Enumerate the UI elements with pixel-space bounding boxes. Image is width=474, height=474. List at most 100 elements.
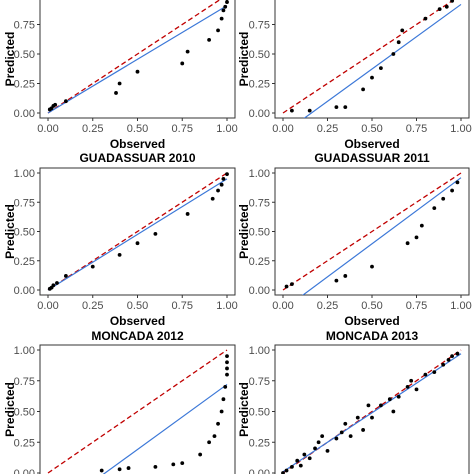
y-tick-label: 0.25 [249, 256, 270, 268]
x-tick-label: 0.25 [317, 123, 338, 135]
data-point [446, 357, 451, 362]
data-point [334, 105, 339, 109]
fit-line [47, 178, 228, 291]
data-point [423, 16, 428, 21]
data-point [216, 188, 220, 193]
data-point [185, 212, 190, 216]
data-point [216, 28, 220, 33]
data-point [414, 387, 419, 392]
y-tick-label: 0.50 [14, 407, 35, 419]
x-axis-title: Observed [344, 137, 399, 151]
data-point [339, 430, 344, 435]
y-tick-label: 1.00 [14, 345, 35, 357]
data-point [225, 372, 229, 377]
data-point [207, 440, 212, 445]
x-tick-label: 0.25 [317, 300, 338, 312]
data-point [450, 0, 454, 3]
data-point [284, 468, 289, 473]
data-point [391, 409, 396, 414]
panel-5: 0.00 0.25 0.50 0.75 1.00 Predicted MONCADA 201… [3, 329, 236, 474]
data-point [355, 415, 360, 420]
y-tick-label: 0.75 [14, 20, 35, 32]
data-point [455, 351, 460, 356]
data-point [64, 99, 68, 104]
y-tick-label: 0.00 [249, 468, 270, 474]
data-point [221, 397, 226, 402]
data-point [396, 394, 401, 399]
y-axis-title: Predicted [3, 32, 17, 87]
data-point [223, 385, 228, 389]
x-tick-label: 0.25 [82, 300, 103, 312]
x-tick-label: 0.50 [127, 300, 148, 312]
panel-4: 0.00 0.25 0.50 0.75 1.00 0.00 0.25 0.50 0.75 1.00… [237, 151, 472, 328]
data-point [450, 188, 454, 193]
data-point [153, 464, 158, 469]
panel-title: GUADASSUAR 2010 [79, 151, 195, 165]
data-point [307, 456, 312, 461]
y-tick-label: 0.00 [14, 108, 35, 120]
x-tick-label: 0.00 [37, 123, 58, 135]
data-point [198, 452, 203, 457]
x-axis-title: Observed [110, 314, 165, 328]
data-point [185, 49, 190, 54]
plot-area [281, 349, 462, 474]
y-tick-label: 0.75 [14, 197, 35, 209]
panel-title: MONCADA 2013 [326, 329, 419, 343]
plot-area [47, 349, 229, 474]
data-point [284, 284, 289, 289]
y-tick-label: 0.75 [249, 376, 270, 388]
x-tick-label: 1.00 [216, 300, 237, 312]
data-point [387, 397, 392, 402]
y-tick-label: 0.75 [249, 197, 270, 209]
y-axis-title: Predicted [237, 382, 251, 437]
data-point [379, 403, 383, 408]
data-point [313, 446, 317, 451]
plot-area [282, 0, 462, 118]
data-point [437, 7, 442, 12]
data-point [219, 182, 224, 187]
y-tick-label: 0.50 [14, 49, 35, 61]
data-point [414, 235, 419, 240]
plot-area [282, 172, 462, 295]
data-point [225, 172, 229, 177]
data-point [216, 421, 220, 426]
data-point [432, 370, 437, 375]
data-point [444, 4, 449, 9]
data-point [53, 102, 58, 107]
x-tick-label: 0.75 [406, 123, 427, 135]
x-tick-label: 0.50 [361, 123, 382, 135]
data-point [400, 28, 405, 33]
data-point [64, 274, 68, 278]
identity-line [47, 0, 221, 114]
y-axis-title: Predicted [237, 204, 251, 259]
panel-border [274, 0, 470, 119]
data-point [423, 372, 428, 377]
data-point [405, 241, 410, 246]
y-axis-title: Predicted [3, 204, 17, 259]
fit-line [102, 383, 228, 474]
y-tick-label: 0.75 [14, 376, 35, 388]
data-point [281, 471, 285, 474]
data-point [221, 176, 226, 181]
y-tick-label: 0.50 [249, 49, 270, 61]
data-point [409, 378, 414, 383]
y-tick-label: 0.50 [249, 407, 270, 419]
x-tick-label: 0.00 [37, 300, 58, 312]
fit-line [47, 5, 228, 114]
y-axis-title: Predicted [237, 32, 251, 87]
fit-line [282, 353, 462, 473]
data-point [114, 91, 118, 95]
data-point [117, 253, 122, 257]
data-point [307, 108, 312, 113]
data-point [126, 466, 131, 470]
y-tick-label: 0.00 [249, 285, 270, 297]
data-point [219, 16, 224, 21]
data-point [361, 87, 365, 92]
y-tick-label: 1.00 [249, 345, 270, 357]
y-tick-label: 1.00 [14, 168, 35, 180]
data-point [135, 69, 140, 74]
data-point [99, 468, 104, 473]
data-point [290, 282, 294, 287]
y-tick-label: 0.00 [14, 285, 35, 297]
